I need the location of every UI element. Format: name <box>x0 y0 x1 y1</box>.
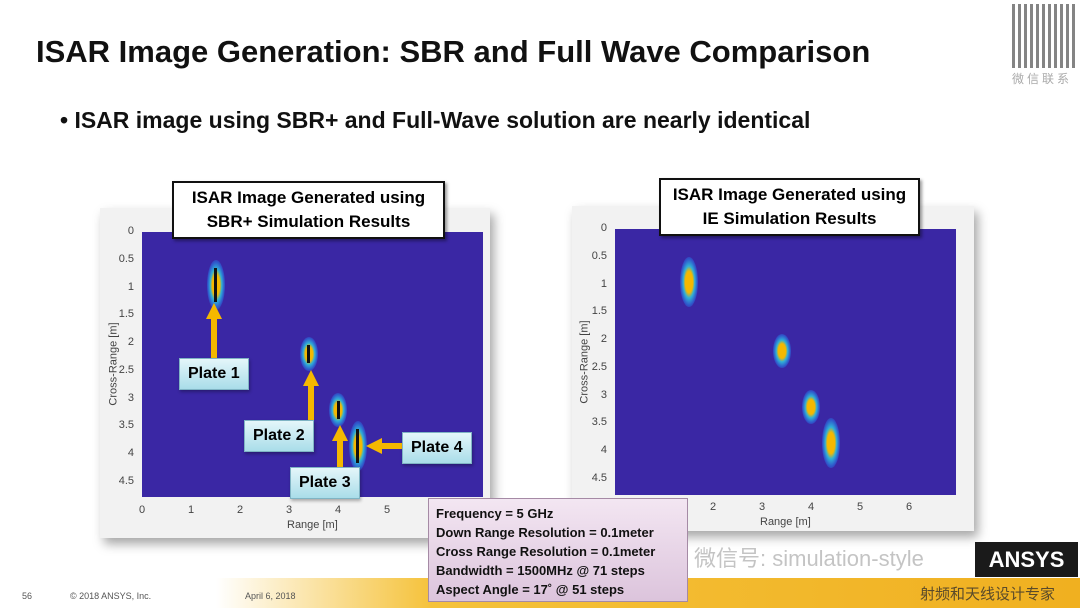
left-xtick: 4 <box>335 504 342 516</box>
left-ytick: 1 <box>127 280 134 293</box>
right-ytick: 4.5 <box>591 471 607 484</box>
plate-marker <box>307 345 311 364</box>
right-xtick: 4 <box>808 501 815 513</box>
left-xtick: 3 <box>286 504 293 516</box>
left-ytick: 4 <box>127 447 134 459</box>
right-scatterer <box>821 417 840 468</box>
plate-marker <box>356 428 360 463</box>
info-line: Frequency = 5 GHz <box>436 506 554 521</box>
right-ytick: 1 <box>600 277 607 290</box>
left-xtick: 1 <box>188 504 195 516</box>
right-ylabel: Cross-Range [m] <box>578 320 591 404</box>
caption-line: IE Simulation Results <box>702 209 877 228</box>
info-line: Bandwidth = 1500MHz @ 71 steps <box>436 563 645 578</box>
right-scatterer <box>772 334 791 369</box>
left-caption: ISAR Image Generated using SBR+ Simulatio… <box>172 181 445 239</box>
right-ytick: 4 <box>600 444 607 456</box>
left-ytick: 0 <box>127 225 134 237</box>
left-xtick: 2 <box>237 504 244 516</box>
ansys-logo: ANSYS <box>975 542 1078 577</box>
arrow-plate-2 <box>308 385 314 420</box>
info-line: Aspect Angle = 17˚ @ 51 steps <box>436 582 625 597</box>
qr-caption: 微信联系 <box>1012 72 1073 86</box>
right-xlabel: Range [m] <box>760 516 811 528</box>
qr-code <box>1012 4 1076 68</box>
left-ytick: 1.5 <box>118 308 134 321</box>
right-scatterer <box>802 389 820 424</box>
left-ytick: 3.5 <box>118 419 134 432</box>
simulation-parameters-box: Frequency = 5 GHz Down Range Resolution … <box>428 498 688 602</box>
watermark-text: 微信号: simulation-style <box>694 546 924 571</box>
right-ytick: 2 <box>600 333 607 345</box>
plate-4-label: Plate 4 <box>402 432 472 464</box>
caption-line: ISAR Image Generated using <box>191 188 426 207</box>
right-ytick: 3 <box>600 388 607 401</box>
left-ytick: 4.5 <box>118 474 134 487</box>
right-xtick: 2 <box>710 501 717 513</box>
left-xtick: 0 <box>139 504 146 516</box>
left-ytick: 3 <box>127 391 134 404</box>
arrow-plate-3 <box>337 440 343 468</box>
right-ytick: 3.5 <box>591 416 607 429</box>
page-number: 56 <box>22 591 33 601</box>
plate-2-label: Plate 2 <box>244 420 314 452</box>
slide-title: ISAR Image Generation: SBR and Full Wave… <box>36 34 871 69</box>
right-ytick: 1.5 <box>591 305 607 318</box>
right-xtick: 6 <box>906 501 913 513</box>
watermark-cn: 射频和天线设计专家 <box>920 586 1056 603</box>
plate-1-label: Plate 1 <box>179 358 249 390</box>
plate-marker <box>214 267 217 302</box>
left-xtick: 5 <box>384 504 391 516</box>
arrow-plate-1 <box>211 318 217 358</box>
left-ytick: 2 <box>127 336 134 348</box>
info-line: Down Range Resolution = 0.1meter <box>436 525 654 540</box>
caption-line: ISAR Image Generated using <box>672 185 907 204</box>
right-ytick: 2.5 <box>591 360 607 373</box>
left-ytick: 0.5 <box>118 252 134 265</box>
right-ytick: 0.5 <box>591 249 607 262</box>
left-xlabel: Range [m] <box>287 519 338 531</box>
arrow-plate-4 <box>380 443 404 449</box>
caption-line: SBR+ Simulation Results <box>206 212 411 231</box>
right-xtick: 3 <box>759 501 766 513</box>
info-line: Cross Range Resolution = 0.1meter <box>436 544 656 559</box>
plate-3-label: Plate 3 <box>290 467 360 499</box>
left-ylabel: Cross-Range [m] <box>107 322 120 406</box>
bullet-text: • ISAR image using SBR+ and Full-Wave so… <box>60 107 811 133</box>
plate-marker <box>336 400 340 419</box>
date: April 6, 2018 <box>245 591 296 601</box>
left-ytick: 2.5 <box>118 363 134 376</box>
right-ytick: 0 <box>600 222 607 234</box>
right-caption: ISAR Image Generated using IE Simulation … <box>659 178 920 236</box>
bullet-label: ISAR image using SBR+ and Full-Wave solu… <box>74 107 811 133</box>
copyright: © 2018 ANSYS, Inc. <box>70 591 152 601</box>
right-xtick: 5 <box>857 501 864 513</box>
right-scatterer <box>679 256 698 307</box>
